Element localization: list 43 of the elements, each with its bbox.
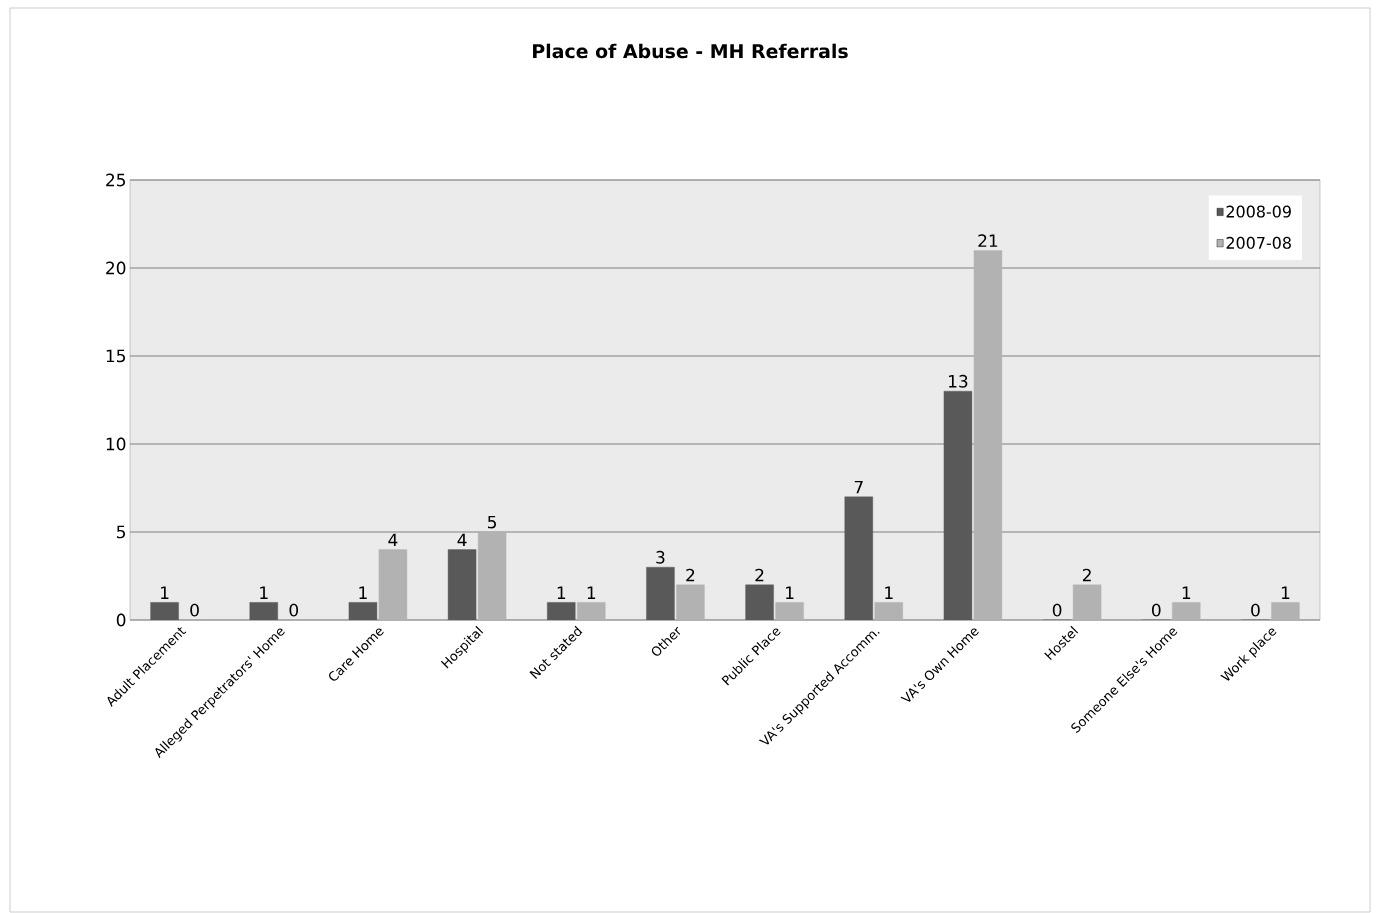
chart-title: Place of Abuse - MH Referrals [533,43,848,59]
data-label: 1 [587,586,596,599]
bar [1072,584,1102,620]
legend-label: 2007-08 [1226,236,1291,249]
data-label: 7 [854,480,863,494]
data-label: 1 [161,586,169,599]
data-label: 2 [755,568,764,582]
data-label: 2 [686,568,695,582]
data-label: 0 [1052,603,1062,617]
y-tick-label: 0 [116,613,126,627]
data-label: 0 [1251,603,1260,617]
data-label: 0 [190,603,199,617]
bar [577,602,606,620]
data-label: 1 [1281,586,1290,599]
bar [1271,602,1300,620]
data-label: 4 [457,533,467,547]
legend-label: 2008-09 [1226,205,1291,218]
data-label: 3 [656,550,665,564]
data-label: 0 [289,603,299,617]
bar [775,602,804,620]
bar [378,549,408,620]
y-tick-label: 20 [106,261,126,275]
data-label: 21 [978,234,998,247]
y-tick-label: 10 [106,437,126,451]
data-label: 1 [885,586,893,599]
y-tick-label: 25 [106,173,125,187]
bar [477,531,507,620]
data-label: 1 [786,586,794,599]
data-label: 1 [1182,586,1191,599]
bar [874,602,903,620]
y-tick-label: 5 [117,525,126,539]
data-label: 5 [488,515,496,529]
data-label: 13 [949,374,968,388]
data-label: 2 [1082,568,1091,582]
data-label: 1 [359,586,367,599]
bar [1172,602,1201,620]
data-label: 1 [260,586,268,599]
data-label: 1 [557,586,566,599]
bar [676,584,705,620]
data-label: 0 [1151,603,1161,617]
y-tick-label: 15 [106,349,125,363]
bar [973,250,1003,620]
data-label: 4 [388,533,398,547]
